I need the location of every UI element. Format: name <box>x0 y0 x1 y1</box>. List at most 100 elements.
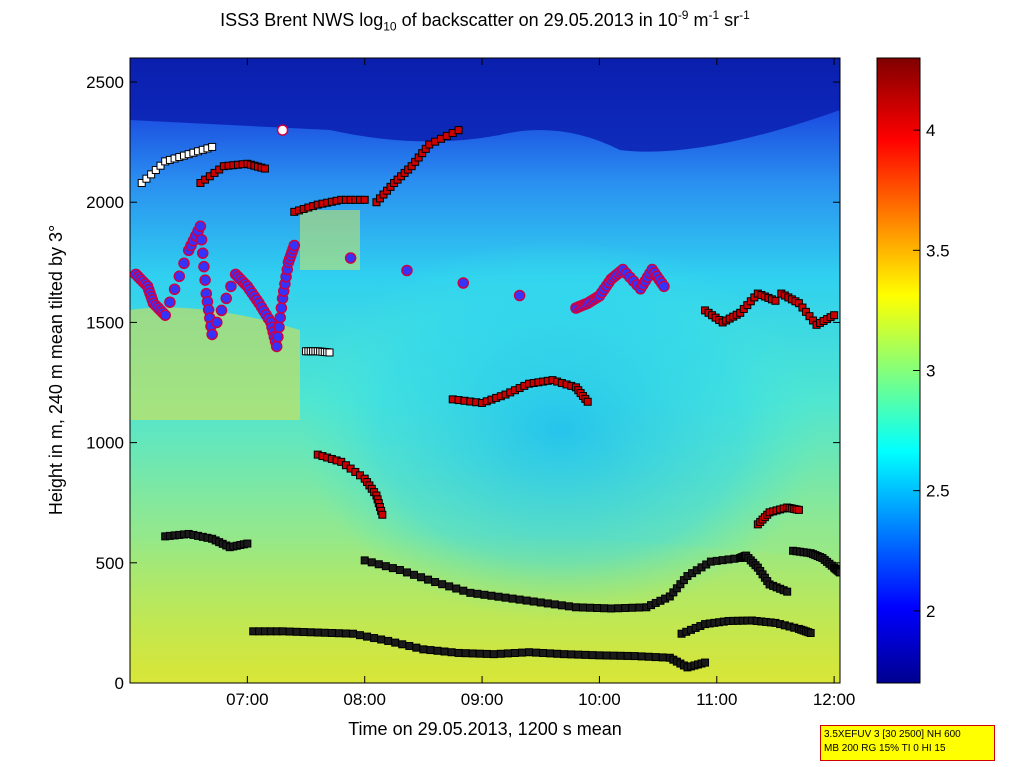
square-marker <box>614 604 623 613</box>
square-marker <box>473 589 482 598</box>
square-marker <box>433 646 442 655</box>
square-marker <box>701 658 710 667</box>
square-marker <box>395 566 404 575</box>
marker-series <box>448 376 592 407</box>
y-tick-label: 500 <box>96 554 124 573</box>
square-marker <box>651 653 660 662</box>
circle-marker <box>199 274 211 286</box>
marker-series <box>137 142 217 187</box>
colorbar-tick-label: 2 <box>926 602 935 621</box>
square-marker <box>560 650 569 659</box>
square-marker <box>578 603 587 612</box>
square-marker <box>543 599 552 608</box>
y-tick-label: 1500 <box>86 313 124 332</box>
square-marker <box>412 643 421 652</box>
square-marker <box>602 651 611 660</box>
square-marker <box>532 648 541 657</box>
circle-marker <box>274 311 286 324</box>
square-marker <box>508 594 517 603</box>
square-marker <box>313 628 322 637</box>
square-marker <box>374 560 383 569</box>
square-marker <box>445 582 454 591</box>
marker-series <box>313 450 387 519</box>
marker-series <box>196 159 269 187</box>
square-marker <box>452 584 461 593</box>
square-marker <box>466 588 475 597</box>
marker-series <box>360 551 792 613</box>
square-marker <box>595 651 604 660</box>
y-axis-label: Height in m, 240 m mean tilted by 3° <box>46 225 66 515</box>
circle-marker <box>270 340 283 353</box>
square-marker <box>489 650 498 659</box>
square-marker <box>438 580 447 589</box>
circle-marker <box>168 283 181 295</box>
plot-axes: 07:00 08:00 09:00 10:00 11:00 12:00 0 500 1000 1… <box>86 57 855 709</box>
marker-series <box>677 616 815 638</box>
heatmap-background <box>130 58 840 683</box>
marker-series <box>161 529 252 552</box>
square-marker <box>325 348 334 357</box>
square-marker <box>405 641 414 650</box>
marker-series <box>777 289 839 329</box>
circle-marker <box>206 328 218 341</box>
square-marker <box>607 604 616 613</box>
square-marker <box>356 631 365 640</box>
square-marker <box>334 629 343 638</box>
square-marker <box>630 652 639 661</box>
square-marker <box>593 604 602 612</box>
circle-marker <box>159 309 171 321</box>
square-marker <box>536 598 545 607</box>
square-marker <box>571 603 580 612</box>
y-tick-label: 2500 <box>86 73 124 92</box>
square-marker <box>586 603 595 612</box>
colorbar-tick-label: 3.5 <box>926 241 950 260</box>
y-tick-label: 0 <box>115 674 124 693</box>
square-marker <box>327 629 336 637</box>
square-marker <box>367 558 376 567</box>
circle-marker <box>272 331 284 343</box>
x-tick-label: 07:00 <box>226 690 269 709</box>
square-marker <box>243 539 252 548</box>
chart-title: ISS3 Brent NWS log10 of backscatter on 2… <box>220 8 750 34</box>
circle-marker <box>457 277 470 289</box>
square-marker <box>384 636 393 645</box>
square-marker <box>644 652 653 661</box>
square-marker <box>501 593 510 602</box>
square-marker <box>482 649 491 658</box>
square-marker <box>341 629 350 638</box>
info-line-1: 3.5XEFUV 3 [30 2500] NH 600 <box>824 729 961 740</box>
circle-marker <box>194 220 207 233</box>
square-marker <box>588 651 597 660</box>
layer-markers <box>130 124 840 672</box>
circle-marker <box>164 296 176 308</box>
circle-marker <box>198 260 210 273</box>
square-marker <box>424 575 433 584</box>
circle-marker <box>173 270 186 283</box>
square-marker <box>461 649 470 658</box>
x-tick-label: 08:00 <box>343 690 386 709</box>
square-marker <box>417 573 426 582</box>
marker-series <box>753 503 803 529</box>
square-marker <box>522 596 531 605</box>
square-marker <box>836 568 840 577</box>
circle-marker <box>658 280 670 293</box>
square-marker <box>616 651 625 660</box>
x-axis-ticks: 07:00 08:00 09:00 10:00 11:00 12:00 <box>226 58 855 709</box>
x-axis-label: Time on 29.05.2013, 1200 s mean <box>348 719 622 739</box>
square-marker <box>480 590 489 599</box>
square-marker <box>378 510 387 519</box>
square-marker <box>388 564 397 573</box>
circle-marker <box>401 264 413 277</box>
square-marker <box>496 649 505 658</box>
marker-series <box>130 220 670 353</box>
square-marker <box>564 602 573 611</box>
x-tick-label: 11:00 <box>696 690 737 709</box>
marker-series <box>701 289 780 327</box>
square-marker <box>557 601 566 610</box>
square-marker <box>621 604 630 612</box>
square-marker <box>431 578 440 587</box>
circle-marker <box>215 304 228 317</box>
marker-series <box>372 126 463 207</box>
square-marker <box>440 647 449 656</box>
